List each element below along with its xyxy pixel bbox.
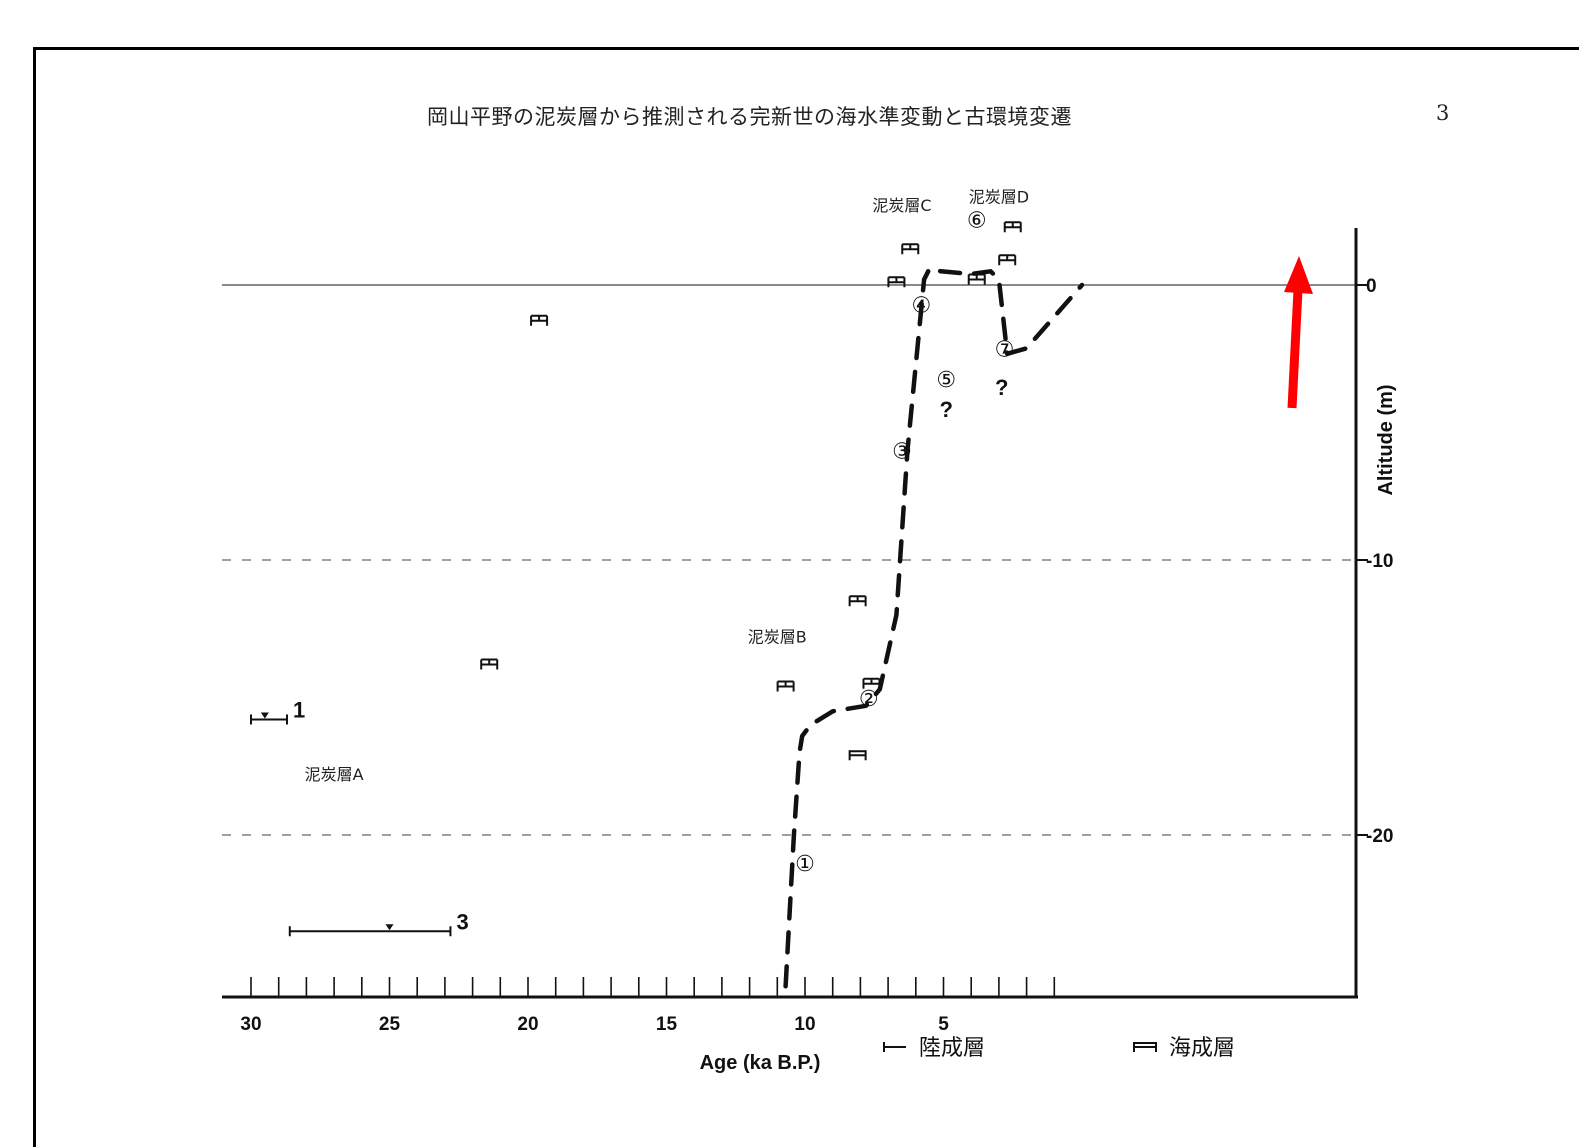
numbered-range-bar: 3: [288, 909, 469, 937]
annotations: 泥炭層A 泥炭層B 泥炭層C 泥炭層D ① ② ③ ④ ⑤ ⑥ ⑦?? 1 3: [250, 188, 1029, 937]
circled-number-label: ⑤: [936, 368, 956, 393]
y-tick-label: 0: [1366, 276, 1377, 297]
x-tick-label: 10: [794, 1014, 815, 1035]
arrow-head: [1284, 256, 1313, 294]
reference-lines: [222, 284, 1356, 836]
sea-level-chart: 30 25 20 15 10 5 0 -10 -20 Age (ka B.P.) Altitude …: [222, 188, 1397, 1074]
legend-item: 陸成層: [883, 1036, 985, 1061]
circled-number-label: ⑦: [995, 338, 1015, 363]
legend-label: 陸成層: [919, 1036, 985, 1061]
numbered-range-label: 3: [456, 909, 468, 934]
page-number: 3: [1436, 101, 1450, 125]
terrestrial-age-marker: [901, 243, 920, 255]
terrestrial-age-marker: [530, 314, 549, 326]
legend-label: 海成層: [1169, 1036, 1235, 1061]
x-tick-label: 5: [938, 1014, 949, 1035]
terrestrial-age-marker: [862, 677, 881, 689]
marine-age-marker: [848, 750, 867, 761]
peat-layer-label: 泥炭層D: [969, 188, 1029, 207]
sea-level-curve: [783, 266, 1085, 989]
age-markers: [480, 221, 1022, 761]
x-tick-label: 20: [517, 1014, 538, 1035]
peat-layer-label: 泥炭層B: [748, 628, 807, 647]
terrestrial-age-marker: [967, 273, 986, 285]
y-tick-label: -10: [1366, 551, 1393, 572]
terrestrial-age-marker: [776, 680, 795, 692]
terrestrial-age-marker: [887, 276, 906, 288]
terrestrial-age-marker: [1003, 221, 1022, 233]
arrow-shaft: [1287, 289, 1303, 409]
numbered-range-bar: 1: [250, 698, 305, 725]
circled-number-label: ④: [911, 294, 931, 319]
axes: 30 25 20 15 10 5 0 -10 -20 Age (ka B.P.) Altitude …: [222, 228, 1397, 1074]
legend-item: 海成層: [1133, 1036, 1235, 1061]
terrestrial-age-marker: [480, 658, 499, 670]
question-mark: ?: [995, 375, 1008, 400]
highlight-arrow: [1284, 256, 1313, 409]
page-frame: [33, 47, 1579, 1147]
x-axis-title: Age (ka B.P.): [700, 1052, 821, 1074]
x-tick-label: 15: [656, 1014, 678, 1035]
sea-level-line: [783, 266, 1085, 989]
circled-number-label: ③: [892, 439, 912, 464]
circled-number-label: ②: [859, 687, 879, 712]
x-tick-label: 25: [379, 1014, 401, 1035]
peat-layer-label: 泥炭層A: [305, 765, 364, 784]
peat-layer-label: 泥炭層C: [872, 196, 931, 215]
circled-number-label: ①: [795, 852, 815, 877]
x-tick-label: 30: [240, 1014, 261, 1035]
terrestrial-age-marker: [998, 254, 1017, 266]
terrestrial-age-marker: [848, 595, 867, 607]
page-header: 岡山平野の泥炭層から推測される完新世の海水準変動と古環境変遷: [427, 105, 1072, 129]
legend: 陸成層 海成層: [883, 1036, 1235, 1061]
y-axis-title: Altitude (m): [1375, 384, 1397, 495]
y-tick-label: -20: [1366, 826, 1393, 847]
circled-number-label: ⑥: [967, 208, 987, 233]
question-mark: ?: [940, 397, 953, 422]
numbered-range-label: 1: [293, 698, 305, 723]
